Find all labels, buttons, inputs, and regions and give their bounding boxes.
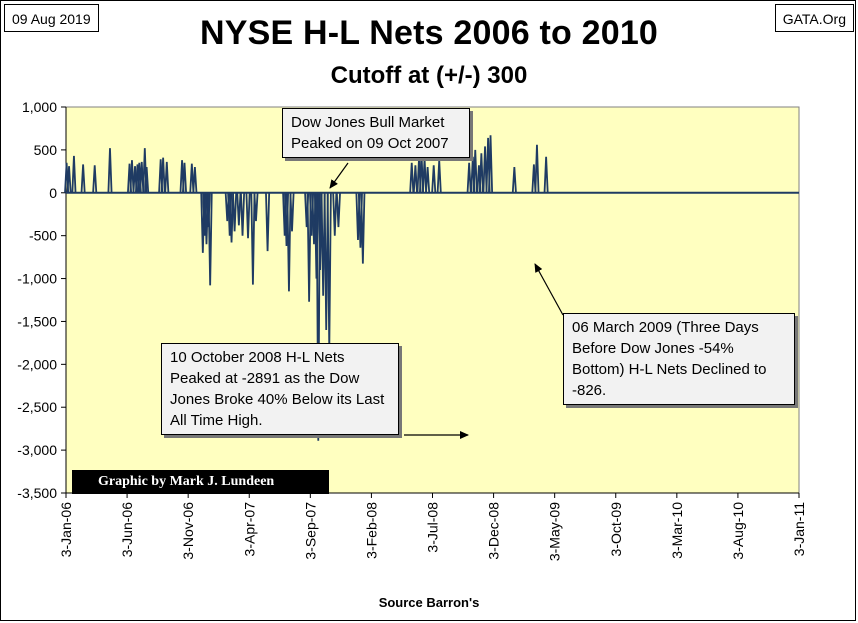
data-spike [306, 192, 312, 302]
data-spike [431, 165, 437, 193]
data-spike [240, 192, 246, 236]
data-spike [182, 162, 188, 193]
data-spike [144, 166, 150, 193]
data-spike [488, 135, 494, 193]
x-tick-label: 3-Jul-08 [425, 502, 441, 553]
data-spike [253, 192, 259, 222]
data-spike [160, 157, 166, 193]
data-spike [229, 192, 235, 243]
y-tick-label: -2,000 [17, 356, 57, 372]
data-spike [422, 158, 428, 193]
y-tick-label: -500 [29, 228, 57, 244]
y-tick-label: 1,000 [22, 99, 57, 115]
date-label: 09 Aug 2019 [4, 4, 99, 32]
data-spike [192, 166, 198, 193]
data-spike [80, 164, 86, 193]
data-spike [511, 166, 517, 193]
data-spike [207, 192, 213, 286]
data-spike [107, 148, 113, 193]
x-tick-label: 3-Dec-08 [486, 502, 502, 560]
data-spike [315, 192, 321, 441]
series-layer [64, 135, 799, 441]
x-tick-label: 3-Oct-09 [608, 502, 624, 557]
data-spike [129, 160, 135, 193]
x-tick-label: 3-Aug-10 [730, 502, 746, 560]
data-spike [543, 156, 549, 193]
author-credit: Graphic by Mark J. Lundeen [72, 470, 329, 494]
data-spike [66, 166, 72, 193]
data-spike [245, 192, 251, 239]
x-tick-label: 3-May-09 [547, 502, 563, 561]
data-spike [534, 144, 540, 193]
data-spike [289, 192, 295, 232]
x-tick-label: 3-Feb-08 [363, 502, 379, 559]
x-tick-label: 3-Apr-07 [241, 502, 257, 557]
data-spike [189, 163, 195, 193]
arrow-mar-2009 [534, 263, 564, 316]
data-spike [412, 165, 418, 193]
y-tick-label: 0 [49, 185, 57, 201]
data-spike [250, 192, 256, 285]
chart-subtitle: Cutoff at (+/-) 300 [330, 62, 528, 89]
x-axis: 3-Jan-06 3-Jun-06 3-Nov-06 3-Apr-07 3-Sep-07… [58, 492, 807, 561]
y-tick-label: -1,000 [17, 271, 57, 287]
y-tick-label: -2,500 [17, 399, 57, 415]
annotation-arrows [329, 162, 564, 439]
data-spike [265, 192, 271, 252]
data-spike [71, 155, 77, 193]
y-axis: 1,000 500 0 -500 -1,000 -1,500 -2,000 -2,500 -3,… [17, 99, 67, 501]
data-spike [335, 192, 341, 228]
data-spike [332, 192, 338, 236]
source-site-label: GATA.Org [774, 4, 854, 32]
x-axis-title: Source Barron's [378, 595, 480, 610]
arrow-peak-2007 [329, 162, 349, 189]
data-spike [92, 165, 98, 193]
data-spike [466, 162, 472, 193]
data-spike [409, 162, 415, 193]
x-tick-label: 3-Jun-06 [119, 502, 135, 557]
data-spike [360, 192, 366, 264]
annotation-peak-2007: Dow Jones Bull Market Peaked on 09 Oct 2… [282, 108, 470, 158]
chart-title: NYSE H-L Nets 2006 to 2010 [199, 14, 659, 52]
x-tick-label: 3-Mar-10 [669, 502, 685, 559]
data-spike [232, 192, 238, 232]
y-tick-label: -3,500 [17, 485, 57, 501]
x-tick-label: 3-Sep-07 [302, 502, 318, 560]
annotation-mar-2009: 06 March 2009 (Three Days Before Dow Jon… [563, 313, 795, 405]
data-spike [472, 149, 478, 193]
data-spike [236, 192, 242, 226]
y-tick-label: 500 [34, 142, 58, 158]
annotation-oct-2008: 10 October 2008 H-L Nets Peaked at -2891… [161, 343, 399, 435]
x-tick-label: 3-Nov-06 [180, 502, 196, 560]
data-spike [478, 153, 484, 193]
y-tick-label: -1,500 [17, 313, 57, 329]
data-spike [425, 166, 431, 193]
y-tick-label: -3,000 [17, 442, 57, 458]
data-spike [436, 160, 442, 193]
x-tick-label: 3-Jan-11 [791, 502, 807, 556]
data-spike [164, 161, 170, 193]
data-spike [286, 192, 292, 292]
x-tick-label: 3-Jan-06 [58, 502, 74, 557]
